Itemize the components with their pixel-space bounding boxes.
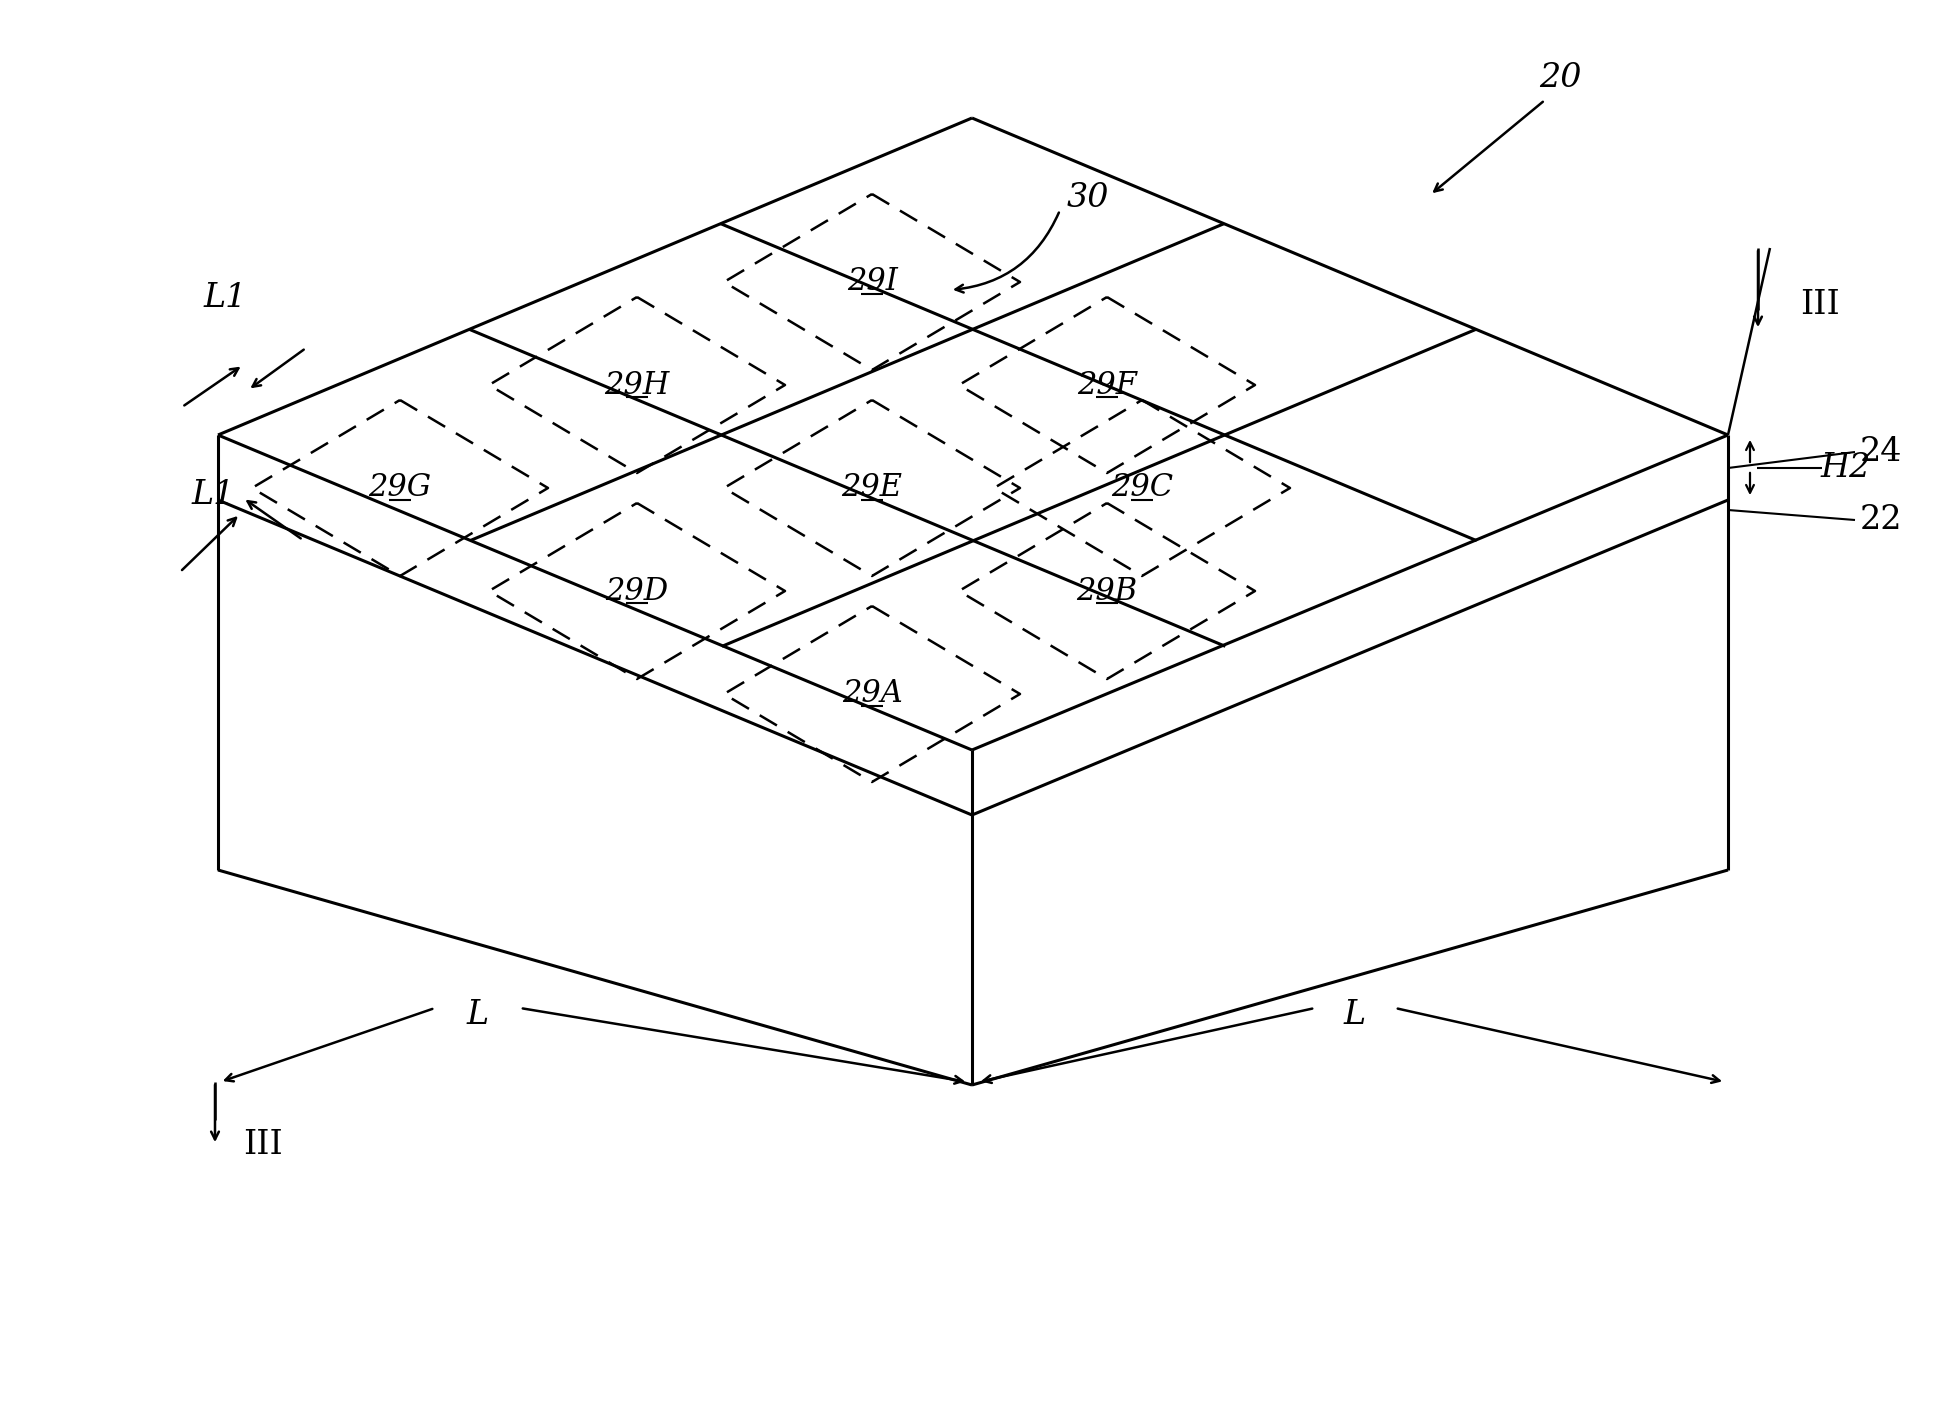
Text: 30: 30 [1067, 182, 1110, 214]
Text: 20: 20 [1540, 62, 1580, 94]
Text: 29F: 29F [1077, 369, 1137, 400]
Text: 22: 22 [1860, 503, 1903, 536]
Text: III: III [243, 1129, 282, 1160]
Text: 29H: 29H [605, 369, 669, 400]
Text: 29D: 29D [605, 575, 669, 606]
Text: L: L [1343, 1000, 1367, 1031]
Text: H2: H2 [1820, 453, 1870, 484]
Text: 29C: 29C [1110, 472, 1172, 503]
Text: 29A: 29A [842, 678, 902, 709]
Text: L1: L1 [204, 282, 247, 314]
Text: 24: 24 [1860, 436, 1903, 468]
Text: 29E: 29E [842, 472, 902, 503]
Text: III: III [1800, 289, 1839, 321]
Text: 29G: 29G [369, 472, 432, 503]
Text: L1: L1 [191, 479, 235, 510]
Text: L: L [467, 1000, 490, 1031]
Text: 29B: 29B [1077, 575, 1137, 606]
Text: 29I: 29I [848, 266, 898, 298]
